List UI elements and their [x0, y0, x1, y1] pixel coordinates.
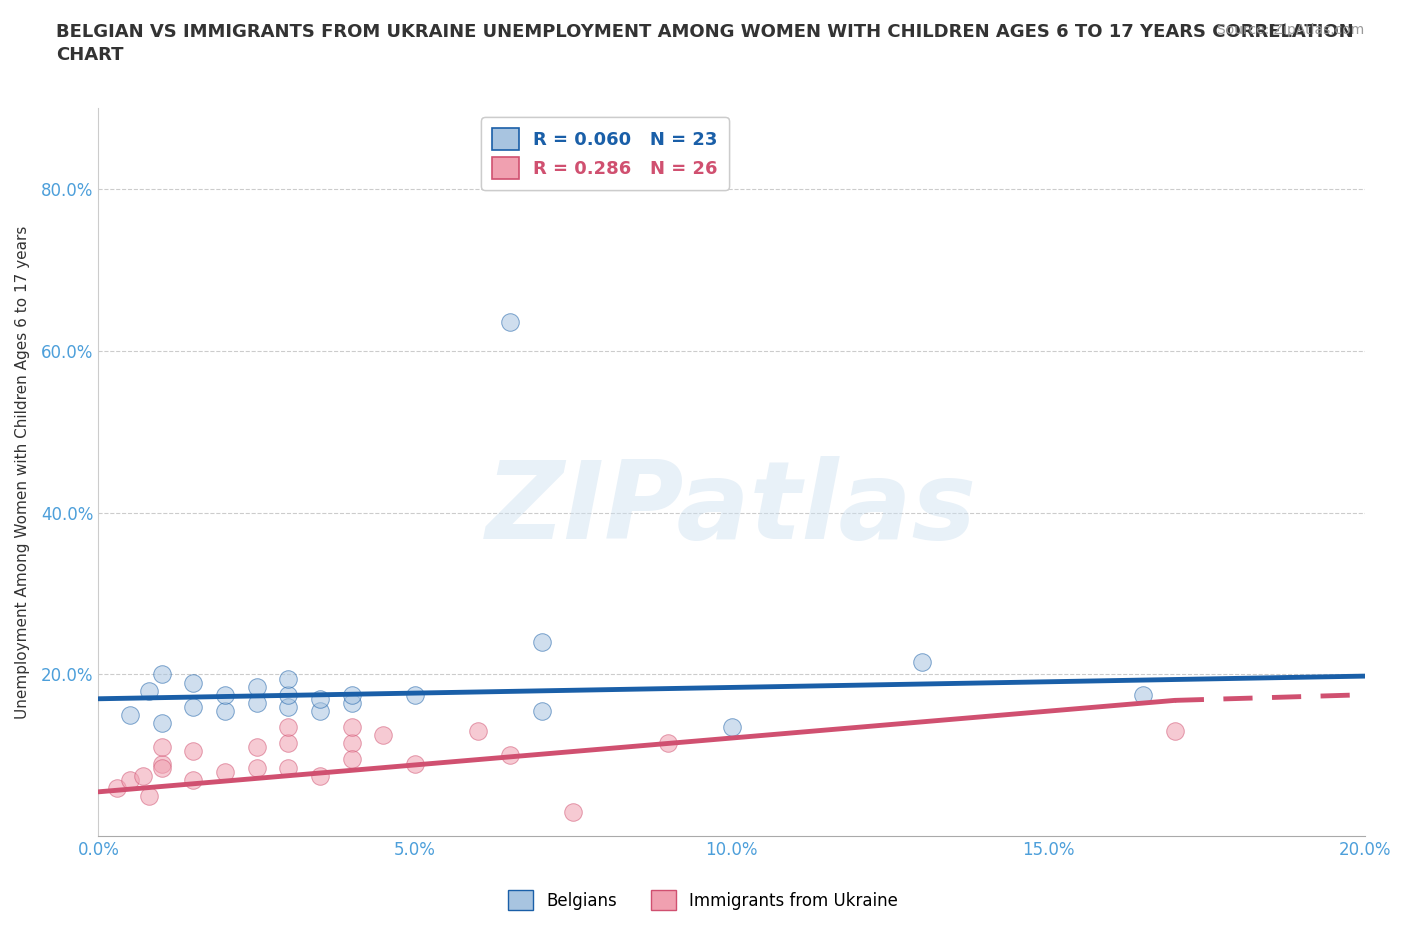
Point [277, 699, 299, 714]
Point [214, 764, 236, 779]
Y-axis label: Unemployment Among Women with Children Ages 6 to 17 years: Unemployment Among Women with Children A… [15, 225, 30, 719]
Point [499, 748, 522, 763]
Point [309, 703, 332, 718]
Point [340, 752, 363, 767]
Point [277, 720, 299, 735]
Point [138, 789, 160, 804]
Point [183, 675, 205, 690]
Text: ZIPatlas: ZIPatlas [486, 456, 977, 562]
Point [340, 736, 363, 751]
Point [340, 687, 363, 702]
Point [246, 760, 269, 775]
Point [340, 720, 363, 735]
Point [404, 756, 426, 771]
Point [1164, 724, 1187, 738]
Point [246, 696, 269, 711]
Point [720, 720, 742, 735]
Point [277, 671, 299, 686]
Point [404, 687, 426, 702]
Point [499, 315, 522, 330]
Legend: R = 0.060   N = 23, R = 0.286   N = 26: R = 0.060 N = 23, R = 0.286 N = 26 [481, 117, 728, 190]
Point [120, 772, 142, 787]
Point [138, 684, 160, 698]
Point [309, 691, 332, 706]
Point [530, 703, 553, 718]
Point [309, 768, 332, 783]
Point [467, 724, 489, 738]
Point [150, 715, 173, 730]
Point [183, 699, 205, 714]
Text: Source: ZipAtlas.com: Source: ZipAtlas.com [1216, 23, 1364, 37]
Point [277, 760, 299, 775]
Point [150, 740, 173, 755]
Point [214, 703, 236, 718]
Point [1132, 687, 1154, 702]
Point [183, 744, 205, 759]
Point [277, 687, 299, 702]
Point [150, 667, 173, 682]
Legend: Belgians, Immigrants from Ukraine: Belgians, Immigrants from Ukraine [502, 884, 904, 917]
Point [150, 756, 173, 771]
Point [340, 696, 363, 711]
Point [214, 687, 236, 702]
Point [910, 655, 932, 670]
Text: CHART: CHART [56, 46, 124, 64]
Point [246, 740, 269, 755]
Point [657, 736, 679, 751]
Point [120, 708, 142, 723]
Point [373, 728, 395, 743]
Point [246, 679, 269, 694]
Point [562, 804, 585, 819]
Point [183, 772, 205, 787]
Point [107, 780, 129, 795]
Point [530, 634, 553, 649]
Point [150, 760, 173, 775]
Point [277, 736, 299, 751]
Text: BELGIAN VS IMMIGRANTS FROM UKRAINE UNEMPLOYMENT AMONG WOMEN WITH CHILDREN AGES 6: BELGIAN VS IMMIGRANTS FROM UKRAINE UNEMP… [56, 23, 1354, 41]
Point [132, 768, 155, 783]
